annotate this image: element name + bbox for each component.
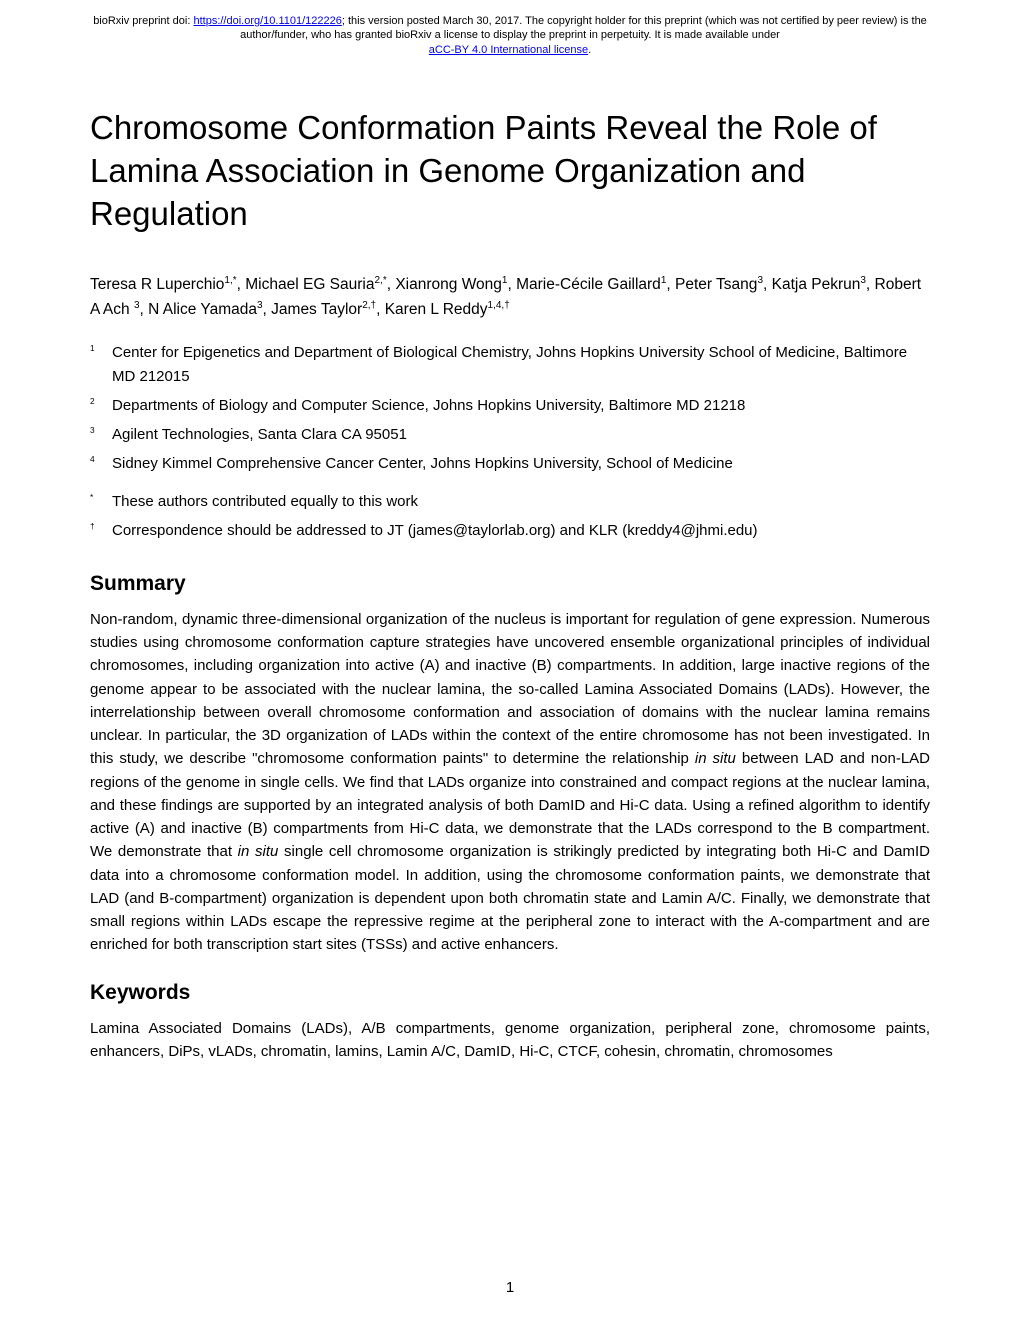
author-list: Teresa R Luperchio1,*, Michael EG Sauria…	[90, 272, 930, 323]
page-content: Chromosome Conformation Paints Reveal th…	[0, 57, 1020, 1063]
summary-body: Non-random, dynamic three-dimensional or…	[90, 608, 930, 957]
affiliation-text: Departments of Biology and Computer Scie…	[112, 394, 930, 419]
note-row: *These authors contributed equally to th…	[90, 490, 930, 515]
note-sup: *	[90, 490, 112, 515]
preprint-notice: bioRxiv preprint doi: https://doi.org/10…	[0, 0, 1020, 57]
affiliation-row: 2Departments of Biology and Computer Sci…	[90, 394, 930, 419]
keywords-body: Lamina Associated Domains (LADs), A/B co…	[90, 1017, 930, 1064]
note-text: These authors contributed equally to thi…	[112, 490, 930, 515]
page-number: 1	[0, 1279, 1020, 1296]
license-link[interactable]: aCC-BY 4.0 International license	[429, 44, 588, 56]
notice-prefix: bioRxiv preprint doi:	[93, 15, 193, 27]
affiliation-text: Agilent Technologies, Santa Clara CA 950…	[112, 423, 930, 448]
summary-heading: Summary	[90, 572, 930, 596]
paper-title: Chromosome Conformation Paints Reveal th…	[90, 107, 930, 236]
affiliation-sup: 3	[90, 423, 112, 448]
note-text: Correspondence should be addressed to JT…	[112, 519, 930, 544]
notice-suffix: .	[588, 44, 591, 56]
affiliation-row: 3Agilent Technologies, Santa Clara CA 95…	[90, 423, 930, 448]
affiliation-sup: 1	[90, 341, 112, 391]
affiliation-row: 4Sidney Kimmel Comprehensive Cancer Cent…	[90, 452, 930, 477]
author-notes: *These authors contributed equally to th…	[90, 490, 930, 544]
affiliations: 1Center for Epigenetics and Department o…	[90, 341, 930, 477]
affiliation-text: Sidney Kimmel Comprehensive Cancer Cente…	[112, 452, 930, 477]
affiliation-sup: 4	[90, 452, 112, 477]
affiliation-text: Center for Epigenetics and Department of…	[112, 341, 930, 391]
notice-mid: ; this version posted March 30, 2017. Th…	[240, 15, 927, 41]
note-row: †Correspondence should be addressed to J…	[90, 519, 930, 544]
affiliation-sup: 2	[90, 394, 112, 419]
doi-link[interactable]: https://doi.org/10.1101/122226	[193, 15, 341, 27]
keywords-heading: Keywords	[90, 981, 930, 1005]
affiliation-row: 1Center for Epigenetics and Department o…	[90, 341, 930, 391]
note-sup: †	[90, 519, 112, 544]
